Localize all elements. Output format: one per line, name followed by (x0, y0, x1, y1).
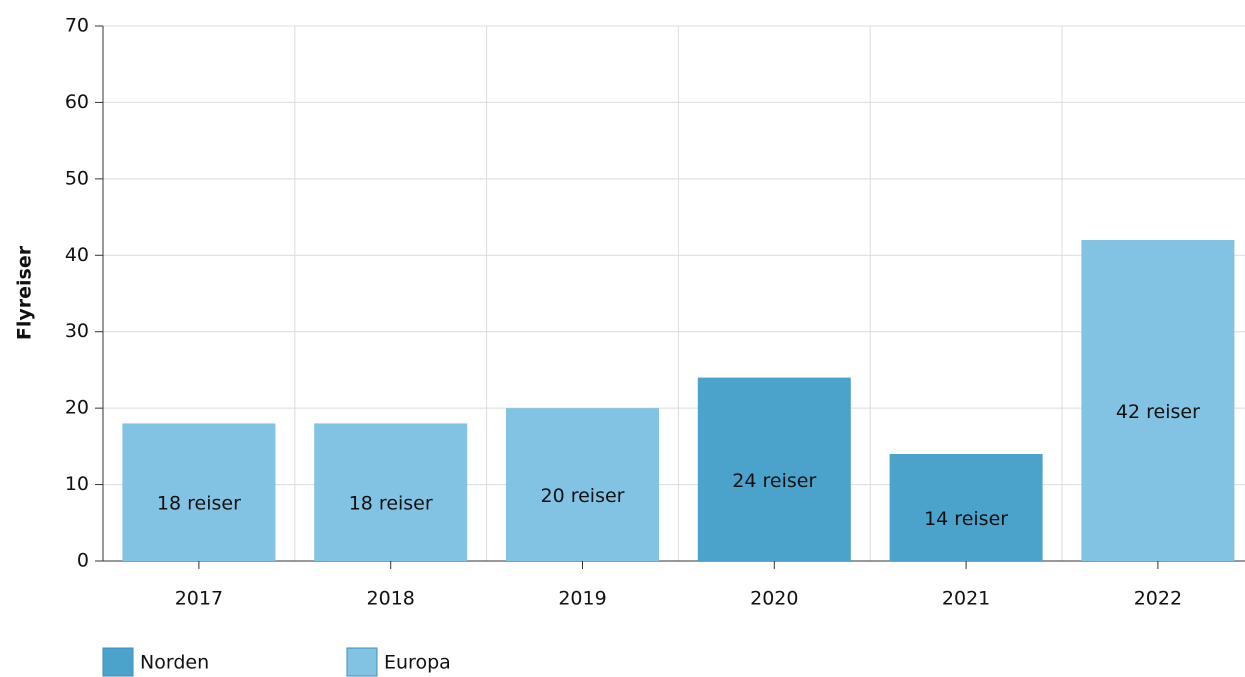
y-tick-label: 40 (65, 244, 89, 266)
bar (314, 423, 468, 561)
bar (1081, 240, 1235, 561)
data-label: 24 reiser (732, 470, 816, 492)
y-tick-label: 10 (65, 473, 89, 495)
y-tick-label: 0 (77, 550, 89, 572)
data-label: 20 reiser (541, 485, 625, 507)
legend-label: Norden (140, 652, 209, 674)
legend-swatch (346, 647, 378, 677)
data-label: 14 reiser (924, 508, 1008, 530)
data-label: 18 reiser (157, 493, 241, 515)
y-tick-label: 20 (65, 397, 89, 419)
bar (697, 377, 851, 561)
x-tick-label: 2020 (750, 588, 798, 610)
bar (506, 408, 659, 561)
x-tick-label: 2018 (367, 588, 415, 610)
y-tick-label: 60 (65, 91, 89, 113)
y-axis-label: Flyreiser (14, 245, 36, 340)
x-tick-label: 2017 (175, 588, 223, 610)
x-tick-label: 2021 (942, 588, 990, 610)
data-label: 42 reiser (1116, 401, 1200, 423)
legend-label: Europa (384, 652, 451, 674)
y-tick-label: 50 (65, 167, 89, 189)
data-label: 18 reiser (349, 493, 433, 515)
bar (122, 423, 276, 561)
y-tick-label: 30 (65, 320, 89, 342)
x-tick-label: 2019 (558, 588, 606, 610)
x-tick-label: 2022 (1134, 588, 1182, 610)
bar (889, 454, 1043, 561)
y-tick-label: 70 (65, 15, 89, 37)
legend-swatch (102, 647, 134, 677)
